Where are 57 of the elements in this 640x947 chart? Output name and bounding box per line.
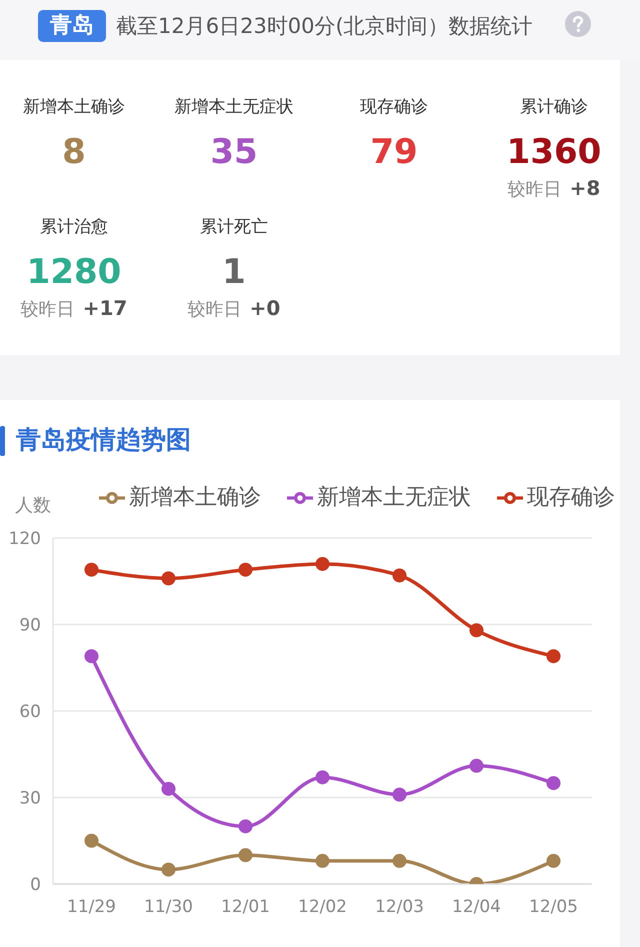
- y-tick-label: 0: [30, 875, 41, 896]
- point: [162, 571, 176, 586]
- point: [546, 649, 560, 664]
- point: [546, 854, 560, 868]
- y-tick-label: 120: [8, 529, 41, 550]
- data-label: 8: [62, 132, 86, 172]
- legend-label: 现存确诊: [527, 485, 615, 510]
- category-label: 新增本土无症状: [174, 97, 294, 117]
- x-tick-label: 12/03: [375, 897, 424, 918]
- data-label: 1: [222, 252, 246, 292]
- point: [238, 848, 252, 862]
- data-label: +0: [250, 296, 280, 320]
- category-label: 现存确诊: [360, 97, 428, 117]
- legend-label: 新增本土确诊: [129, 485, 261, 510]
- category-label: 累计治愈: [40, 217, 108, 237]
- text: 较昨日: [508, 179, 562, 200]
- point: [316, 854, 330, 868]
- chart-title: 青岛疫情趋势图: [16, 425, 191, 454]
- point: [316, 770, 330, 784]
- x-tick-label: 12/01: [221, 897, 270, 918]
- text: 较昨日: [20, 299, 75, 320]
- data-label: +8: [570, 176, 600, 200]
- point: [392, 788, 406, 802]
- x-tick-label: 11/29: [67, 897, 116, 918]
- text: 青岛: [50, 13, 94, 38]
- point: [392, 854, 406, 868]
- y-tick-label: 30: [19, 788, 41, 809]
- x-tick-label: 12/02: [298, 897, 347, 918]
- y-axis-title: 人数: [15, 495, 51, 516]
- y-tick-label: 90: [19, 616, 41, 636]
- y-tick-label: 60: [19, 702, 41, 722]
- data-label: +17: [82, 296, 128, 320]
- category-label: 累计死亡: [200, 217, 268, 237]
- data-label: 1360: [506, 132, 602, 172]
- data-label: 1280: [26, 252, 122, 292]
- point: [238, 819, 252, 834]
- x-tick-label: 12/05: [529, 897, 578, 918]
- point: [84, 649, 98, 664]
- point: [470, 623, 484, 638]
- text: 较昨日: [188, 299, 242, 320]
- category-label: 新增本土确诊: [23, 97, 125, 117]
- point: [84, 562, 98, 577]
- data-label: 79: [370, 132, 418, 172]
- text: 截至12月6日23时00分(北京时间）数据统计: [116, 14, 533, 38]
- point: [238, 562, 252, 577]
- data-label: 35: [210, 132, 258, 172]
- category-label: 累计确诊: [520, 97, 588, 117]
- point: [470, 758, 484, 773]
- x-tick-label: 11/30: [144, 897, 193, 918]
- point: [546, 776, 560, 790]
- point: [162, 782, 176, 796]
- point: [392, 568, 406, 582]
- point: [162, 862, 176, 877]
- legend-label: 新增本土无症状: [317, 485, 471, 510]
- point: [84, 834, 98, 848]
- point: [316, 556, 330, 571]
- x-tick-label: 12/04: [452, 897, 501, 918]
